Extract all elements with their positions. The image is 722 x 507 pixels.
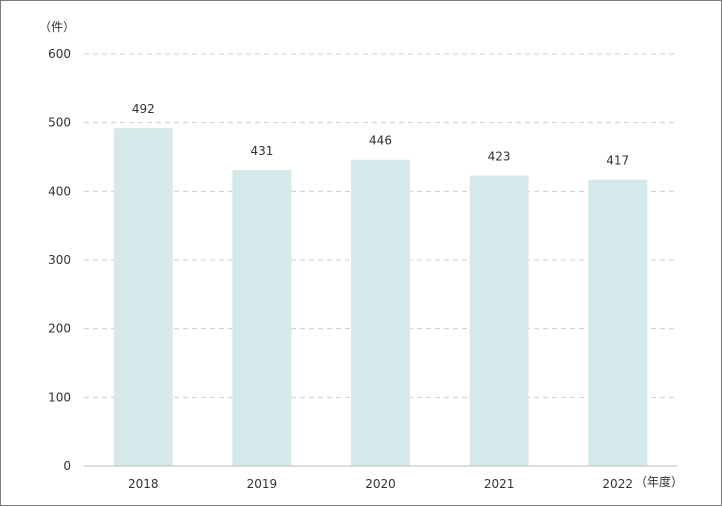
y-tick-label: 100: [48, 390, 71, 404]
bar-2021: [469, 175, 529, 467]
x-tick-label-2019: 2019: [247, 477, 278, 491]
y-tick-label: 600: [48, 47, 71, 61]
x-unit-label: （年度）: [635, 474, 683, 489]
bar-2018: [113, 128, 173, 466]
x-tick-label-2018: 2018: [128, 477, 159, 491]
y-tick-labels: 0 100 200 300 400 500 600: [48, 47, 71, 473]
x-tick-label-2022: 2022: [602, 477, 633, 491]
bar-2022: [588, 179, 648, 466]
bars: [113, 128, 648, 467]
y-tick-label: 300: [48, 253, 71, 267]
data-labels: 492 431 446 423 417: [132, 102, 629, 168]
x-tick-labels: 2018 2019 2020 2021 2022: [128, 477, 633, 491]
data-label-2018: 492: [132, 102, 155, 116]
y-tick-label: 400: [48, 184, 71, 198]
bar-2019: [232, 170, 292, 466]
data-label-2022: 417: [606, 154, 629, 168]
y-tick-label: 200: [48, 322, 71, 336]
x-tick-label-2021: 2021: [484, 477, 515, 491]
y-tick-label: 0: [63, 459, 71, 473]
data-label-2020: 446: [369, 134, 392, 148]
x-tick-label-2020: 2020: [365, 477, 396, 491]
bar-2020: [351, 159, 410, 466]
data-label-2021: 423: [488, 150, 511, 164]
data-label-2019: 431: [250, 144, 273, 158]
y-tick-label: 500: [48, 116, 71, 130]
y-unit-label: （件）: [39, 20, 75, 34]
